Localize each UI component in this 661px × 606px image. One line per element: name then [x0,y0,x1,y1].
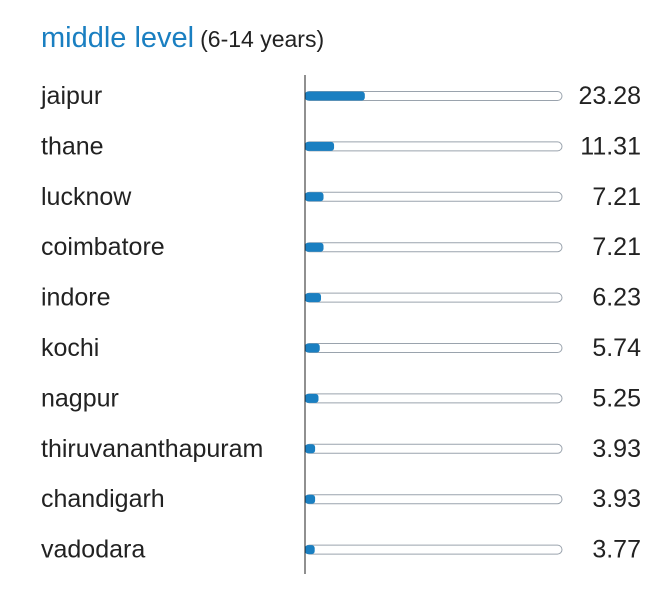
category-label: thiruvananthapuram [41,435,263,463]
value-label: 23.28 [578,82,641,110]
bar-track [304,443,563,454]
category-label: kochi [41,334,99,362]
chart-title-block: middle level (6-14 years) [41,22,324,55]
chart-title: middle level [41,22,195,54]
bar [305,494,316,504]
value-label: 3.93 [592,485,641,513]
value-label: 7.21 [592,233,641,261]
bar-track [304,544,563,555]
bar [305,192,324,202]
value-label: 3.77 [592,536,641,564]
bar [305,343,320,353]
category-label: coimbatore [41,233,165,261]
value-label: 6.23 [592,284,641,312]
bar-track [304,494,563,505]
category-label: chandigarh [41,485,165,513]
category-label: indore [41,284,111,312]
category-label: nagpur [41,384,119,412]
bar-track [304,343,563,353]
bar [305,91,365,101]
bar [305,293,322,303]
category-label: thane [41,132,104,160]
category-label: jaipur [40,82,102,110]
bar [305,242,324,252]
bar-track [304,191,563,202]
category-label: lucknow [41,183,132,211]
bar-track [304,292,563,303]
category-label: vadodara [41,536,145,564]
value-label: 11.31 [580,132,641,160]
bar-track [304,242,563,253]
bar-track [304,141,563,152]
bar [305,393,319,403]
chart-subtitle: (6-14 years) [200,26,325,52]
value-label: 7.21 [592,183,641,211]
value-label: 5.25 [592,384,641,412]
bar [305,444,316,454]
bar [305,141,335,151]
bar-track [304,393,563,404]
value-label: 5.74 [592,334,641,362]
bar [305,545,315,555]
value-label: 3.93 [592,435,641,463]
